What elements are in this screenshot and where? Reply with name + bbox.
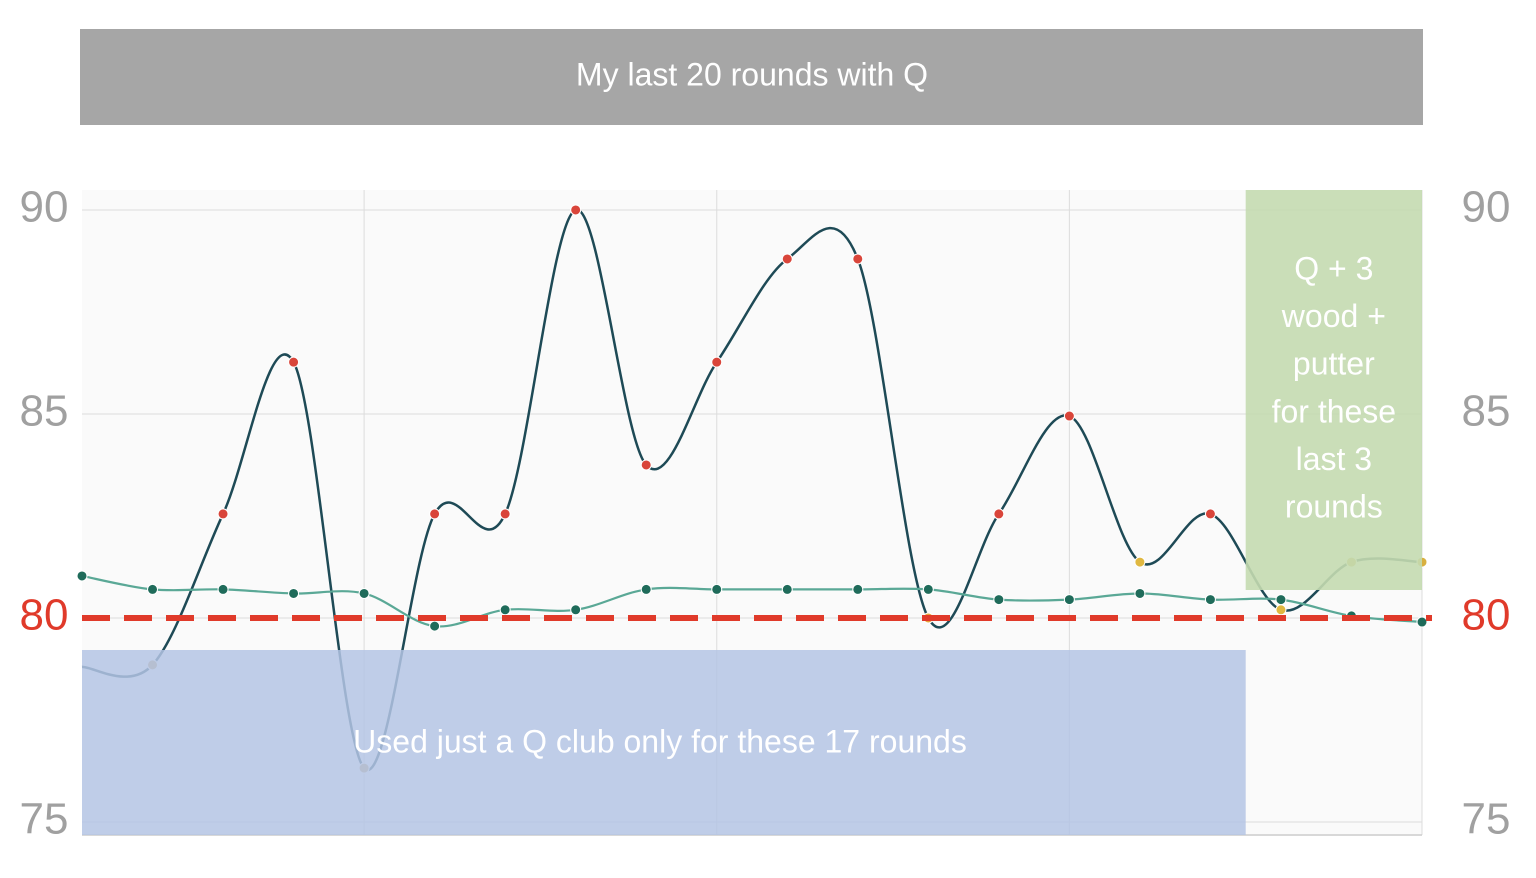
point xyxy=(922,583,934,595)
point xyxy=(1134,587,1146,599)
y2-tick-label: 90 xyxy=(1462,183,1511,232)
point xyxy=(852,253,864,265)
y-tick-label: 75 xyxy=(20,795,69,844)
annotation-text: rounds xyxy=(1285,488,1383,524)
point xyxy=(1063,410,1075,422)
point xyxy=(147,583,159,595)
title-bar xyxy=(80,29,1423,125)
point xyxy=(570,204,582,216)
point xyxy=(711,356,723,368)
y-tick-label: 80 xyxy=(20,591,69,640)
point xyxy=(781,253,793,265)
point xyxy=(217,508,229,520)
point xyxy=(499,604,511,616)
point xyxy=(993,594,1005,606)
point xyxy=(1275,604,1287,616)
point xyxy=(1134,556,1146,568)
point xyxy=(1416,616,1428,628)
series-line xyxy=(81,574,1423,628)
y2-tick-label: 85 xyxy=(1462,387,1511,436)
point xyxy=(288,587,300,599)
y-tick-label: 90 xyxy=(20,183,69,232)
annotation-text: Q + 3 xyxy=(1294,250,1373,286)
annotation-text: wood + xyxy=(1281,298,1386,334)
point xyxy=(1063,594,1075,606)
point xyxy=(429,508,441,520)
point xyxy=(570,604,582,616)
point xyxy=(217,583,229,595)
y2-tick-label: 80 xyxy=(1462,591,1511,640)
annotation-box xyxy=(82,650,1246,835)
annotation-text: last 3 xyxy=(1296,441,1372,477)
point xyxy=(640,459,652,471)
point xyxy=(1204,594,1216,606)
point xyxy=(640,583,652,595)
point xyxy=(358,587,370,599)
annotation-text: Used just a Q club only for these 17 rou… xyxy=(353,723,967,759)
y-tick-label: 85 xyxy=(20,387,69,436)
point xyxy=(499,508,511,520)
annotation-text: putter xyxy=(1293,346,1375,382)
point xyxy=(288,356,300,368)
point xyxy=(711,583,723,595)
point xyxy=(1275,594,1287,606)
annotation-box xyxy=(1245,190,1422,590)
point xyxy=(429,620,441,632)
point xyxy=(781,583,793,595)
y2-tick-label: 75 xyxy=(1462,795,1511,844)
point xyxy=(852,583,864,595)
point xyxy=(1204,508,1216,520)
point xyxy=(993,508,1005,520)
chart-title: My last 20 rounds with Q xyxy=(576,56,928,92)
annotation-text: for these xyxy=(1272,393,1397,429)
point xyxy=(76,570,88,582)
